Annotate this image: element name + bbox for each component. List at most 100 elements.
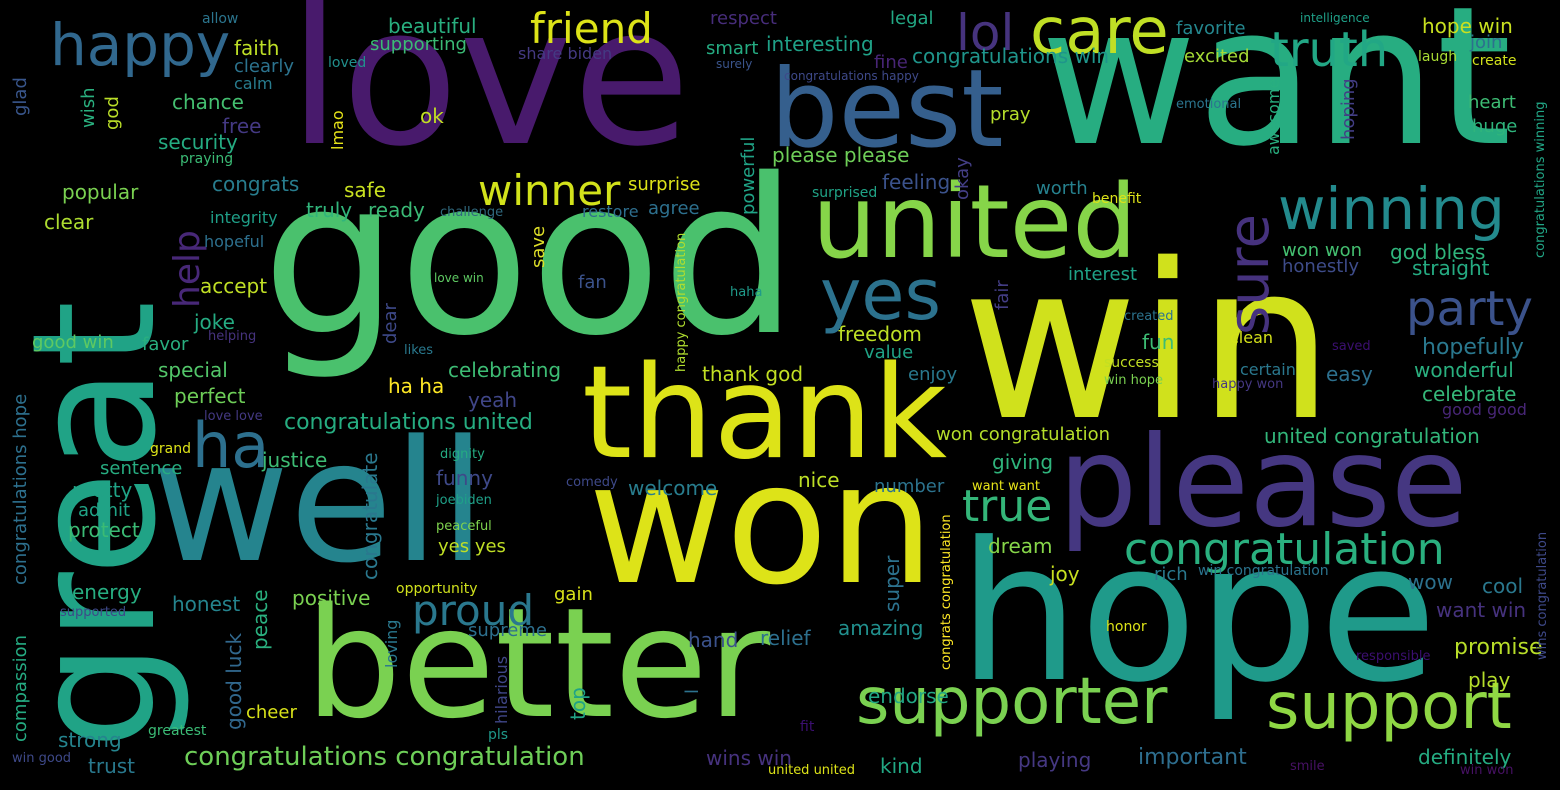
word-joebiden: joebiden	[436, 493, 492, 508]
word-won-congratulation: won congratulation	[936, 424, 1111, 445]
word-haha: haha	[730, 285, 763, 300]
word-ha-ha: ha ha	[388, 374, 445, 398]
word-proud: proud	[412, 586, 534, 635]
word-honor: honor	[1106, 619, 1147, 635]
word-surprised: surprised	[812, 185, 878, 201]
word-compassion: compassion	[10, 634, 31, 742]
word-loved: loved	[328, 55, 367, 71]
word-congratulations-united: congratulations united	[284, 410, 533, 435]
word-easy: easy	[1326, 362, 1373, 386]
word-fan: fan	[578, 272, 607, 293]
word-dream: dream	[988, 534, 1053, 558]
word-wins-win: wins win	[706, 746, 792, 770]
word-interest: interest	[1068, 264, 1138, 285]
word-congratulations-hope: congratulations hope	[10, 393, 31, 585]
word-best: best	[770, 47, 1004, 172]
word-dignity: dignity	[440, 447, 485, 462]
word-good-win: good win	[32, 332, 114, 353]
word-dear: dear	[380, 303, 401, 344]
word-nice: nice	[798, 468, 840, 492]
word-legal: legal	[890, 8, 934, 29]
word-lmao: lmao	[328, 110, 347, 150]
word-important: important	[1138, 745, 1247, 770]
word-energy: energy	[72, 580, 142, 604]
word-wow: wow	[1408, 570, 1453, 594]
word-trust: trust	[88, 754, 136, 778]
word-supreme: supreme	[468, 620, 547, 641]
word-happy-won: happy won	[1212, 377, 1284, 392]
word-truly: truly	[306, 198, 353, 222]
word-truth: truth	[1270, 22, 1389, 78]
word-surely: surely	[716, 57, 753, 71]
word-win-won: win won	[1460, 763, 1514, 778]
word-peace: peace	[248, 589, 272, 650]
word-protect: protect	[68, 518, 140, 542]
word-welcome: welcome	[628, 476, 718, 500]
word-win-good: win good	[12, 751, 72, 766]
word-security: security	[158, 130, 238, 154]
word-joy: joy	[1050, 562, 1080, 586]
word-ok: ok	[420, 104, 444, 128]
word-hand: hand	[688, 628, 739, 652]
word-share-biden: share biden	[518, 44, 613, 63]
word-perfect: perfect	[174, 384, 246, 408]
word-safe: safe	[344, 178, 387, 202]
word-beautiful: beautiful	[388, 14, 477, 38]
word-congratulations-happy: congratulations happy	[784, 69, 919, 83]
word-helping: helping	[208, 329, 257, 344]
word-fun: fun	[1142, 330, 1175, 354]
word-please: please	[1058, 410, 1468, 555]
word-okay: okay	[952, 157, 973, 200]
word-clear: clear	[44, 210, 94, 234]
word-huge: huge	[1472, 116, 1518, 137]
word-free: free	[222, 114, 262, 138]
word-hoping: hoping	[1338, 78, 1359, 140]
word-loving: loving	[382, 619, 401, 668]
word-calm: calm	[234, 74, 273, 93]
word-good-good: good good	[1442, 400, 1527, 419]
word-fine: fine	[874, 52, 908, 73]
word-congratulation: congratulation	[1124, 524, 1445, 575]
word-ha: ha	[192, 409, 270, 482]
word-enjoy: enjoy	[908, 364, 958, 385]
word-winning: winning	[1278, 175, 1505, 243]
word-love-win: love win	[434, 271, 484, 285]
word-popular: popular	[62, 180, 139, 204]
word-yes: yes	[820, 254, 941, 336]
word-grand: grand	[150, 441, 191, 457]
word-congratulations-winning: congratulations winning	[1533, 101, 1548, 258]
word-benefit: benefit	[1092, 191, 1142, 207]
word-thank-god: thank god	[702, 362, 804, 386]
word-hopefully: hopefully	[1422, 335, 1524, 360]
word-thank: thank	[582, 339, 947, 488]
word-play: play	[1468, 668, 1511, 692]
word-win: win	[962, 217, 1334, 468]
word-god: god	[102, 96, 123, 130]
word-super: super	[880, 555, 904, 612]
word-surprise: surprise	[628, 174, 701, 195]
word-laugh: laugh	[1418, 49, 1458, 65]
word-restore: restore	[582, 202, 639, 221]
word-cool: cool	[1482, 574, 1524, 598]
word-want-win: want win	[1436, 598, 1527, 622]
word-won-won: won won	[1282, 240, 1363, 261]
word-wish: wish	[78, 87, 99, 128]
word-promise: promise	[1454, 635, 1543, 660]
word-save: save	[528, 225, 549, 268]
word-supporter: supporter	[856, 665, 1168, 739]
word-true: true	[962, 481, 1053, 532]
word-likes: likes	[404, 343, 434, 358]
word-l: l	[682, 688, 703, 694]
word-excited: excited	[1184, 46, 1250, 67]
word-responsible: responsible	[1356, 649, 1431, 664]
word-positive: positive	[292, 586, 371, 610]
word-pretty: pretty	[72, 478, 133, 502]
word-cheer: cheer	[246, 702, 297, 723]
word-fair: fair	[992, 280, 1013, 310]
word-supporting: supporting	[370, 34, 467, 55]
word-pls: pls	[488, 727, 509, 743]
word-happy: happy	[50, 11, 231, 79]
word-supported: supported	[60, 605, 127, 620]
word-amazing: amazing	[838, 616, 924, 640]
word-well: well	[152, 404, 487, 600]
